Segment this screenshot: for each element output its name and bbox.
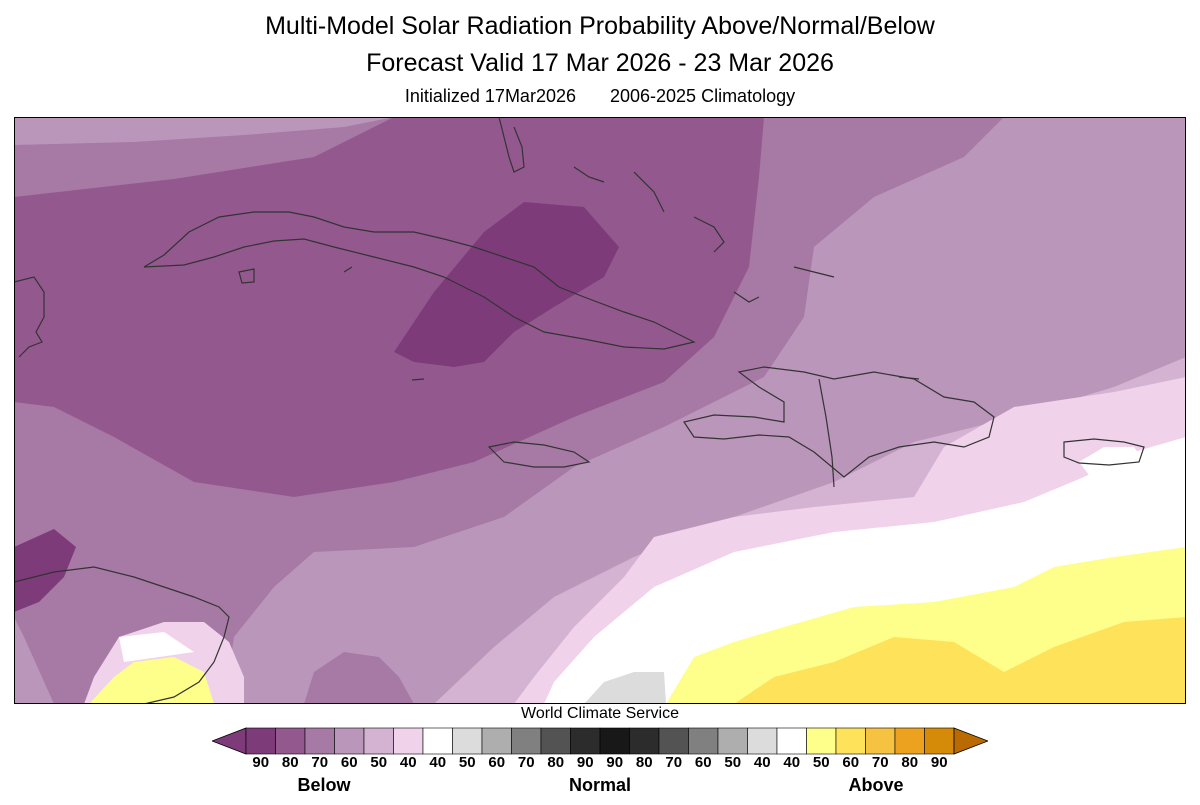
legend-colorbar [212,727,988,755]
legend-bin [806,727,837,755]
legend-bin [334,727,365,755]
legend-tick-label: 80 [281,754,299,771]
legend-bin [924,727,955,755]
legend-tick-label: 90 [252,754,270,771]
probability-map [14,117,1186,704]
credit-label: World Climate Service [521,705,679,722]
legend-bin [629,727,660,755]
legend-bin [275,727,306,755]
legend-tick-label: 60 [842,754,860,771]
legend-tick-label: 60 [694,754,712,771]
legend-tick-label: 40 [429,754,447,771]
legend-bin [304,727,335,755]
legend-tick-label: 80 [635,754,653,771]
legend-bin [658,727,689,755]
legend-tick-label: 50 [458,754,476,771]
legend-tick-label: 70 [665,754,683,771]
legend-tick-label: 90 [930,754,948,771]
subtitle: Initialized 17Mar2026 2006-2025 Climatolo… [0,86,1200,107]
legend-bin [747,727,778,755]
legend-tick-label: 80 [901,754,919,771]
legend-tick-label: 70 [871,754,889,771]
legend-bin [452,727,483,755]
legend-tick-label: 40 [399,754,417,771]
legend-category-normal: Normal [568,775,631,795]
legend-bin [393,727,424,755]
legend-tick-label: 90 [606,754,624,771]
legend-bin [688,727,719,755]
legend-bin [570,727,601,755]
legend-bin [717,727,748,755]
legend-bin [245,727,276,755]
legend-bin [363,727,394,755]
legend-category-above: Above [848,775,904,795]
legend-tick-label: 80 [547,754,565,771]
legend-arrow-right [953,727,988,755]
legend-tick-label: 50 [370,754,388,771]
legend-tick-label: 40 [783,754,801,771]
zone-neutral-pr [1079,447,1144,475]
zone-above-60 [734,617,1186,704]
legend-tick-label: 90 [576,754,594,771]
legend-arrow-left [212,727,247,755]
legend-bin [776,727,807,755]
legend-tick-label: 60 [488,754,506,771]
legend-tick-label: 70 [517,754,535,771]
zone-below-90 [394,202,619,367]
legend-bin [540,727,571,755]
legend-bin [865,727,896,755]
legend-bin [835,727,866,755]
coastlines [14,117,1145,704]
legend-bin [511,727,542,755]
title-line-1: Multi-Model Solar Radiation Probability … [265,12,935,40]
legend-tick-label: 50 [812,754,830,771]
zone-normal-50 [584,672,666,704]
zone-below-90-left [14,529,76,612]
zone-below-80-bottom [304,652,414,704]
legend-tick-label: 40 [753,754,771,771]
climatology-label: 2006-2025 Climatology [609,86,796,106]
legend-bin [422,727,453,755]
title-line-2: Forecast Valid 17 Mar 2026 - 23 Mar 2026 [366,49,834,77]
legend-tick-label: 70 [311,754,329,771]
legend-tick-label: 60 [340,754,358,771]
legend-tick-label: 50 [724,754,742,771]
legend-category-below: Below [297,775,351,795]
initialized-label: Initialized 17Mar2026 [404,86,576,106]
legend-bin [599,727,630,755]
zone-neutral-left [119,632,194,662]
zone-top-light [14,117,394,145]
legend-bin [481,727,512,755]
legend-bin [894,727,925,755]
